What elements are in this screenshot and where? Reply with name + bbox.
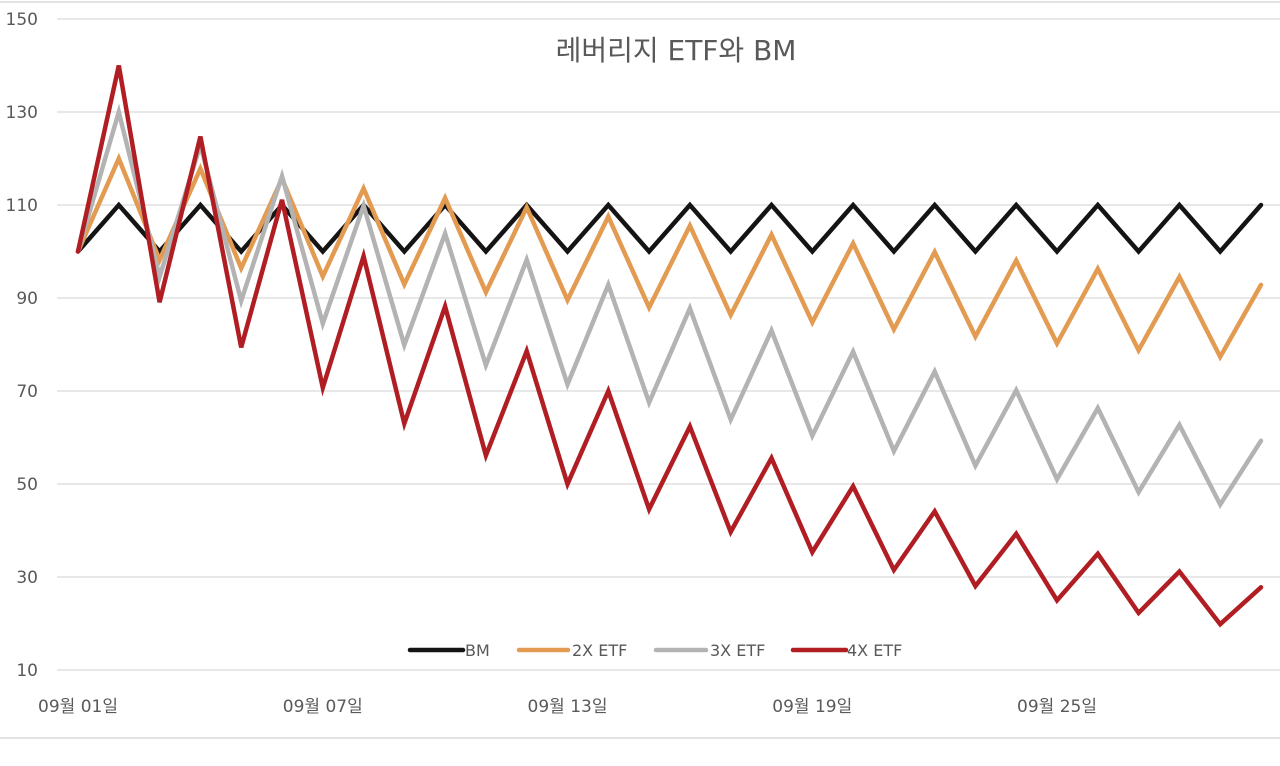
y-tick-label: 150 <box>6 10 38 30</box>
legend-item-2x-etf: 2X ETF <box>516 641 627 660</box>
legend-item-bm: BM <box>407 641 490 660</box>
series-lines <box>75 65 1264 628</box>
legend-label: BM <box>465 641 490 660</box>
x-tick-label: 09월 13일 <box>528 697 608 717</box>
series-line-4x-etf <box>75 65 1264 628</box>
legend: BM 2X ETF 3X ETF 4X ETF <box>407 641 902 660</box>
x-tick-label: 09월 25일 <box>1017 697 1097 717</box>
x-tick-label: 09월 19일 <box>772 697 852 717</box>
y-axis-ticks: 150 130 110 90 70 50 30 10 <box>6 10 38 681</box>
y-tick-label: 30 <box>16 568 38 588</box>
y-tick-label: 10 <box>16 661 38 681</box>
gridlines <box>57 18 1280 671</box>
chart-title: 레버리지 ETF와 BM <box>556 34 797 67</box>
y-tick-label: 90 <box>16 289 38 309</box>
y-tick-label: 130 <box>6 103 38 123</box>
series-line-3x-etf <box>75 103 1264 510</box>
series-line-bm <box>75 201 1264 255</box>
legend-item-3x-etf: 3X ETF <box>653 641 765 660</box>
y-tick-label: 50 <box>16 475 38 495</box>
x-axis-ticks: 09월 01일 09월 07일 09월 13일 09월 19일 09월 25일 <box>38 697 1097 717</box>
x-tick-label: 09월 07일 <box>283 697 363 717</box>
legend-label: 2X ETF <box>572 641 627 660</box>
legend-item-4x-etf: 4X ETF <box>790 641 902 660</box>
legend-label: 4X ETF <box>847 641 902 660</box>
y-tick-label: 70 <box>16 382 38 402</box>
legend-label: 3X ETF <box>710 641 765 660</box>
x-tick-label: 09월 01일 <box>38 697 118 717</box>
y-tick-label: 110 <box>6 196 38 216</box>
